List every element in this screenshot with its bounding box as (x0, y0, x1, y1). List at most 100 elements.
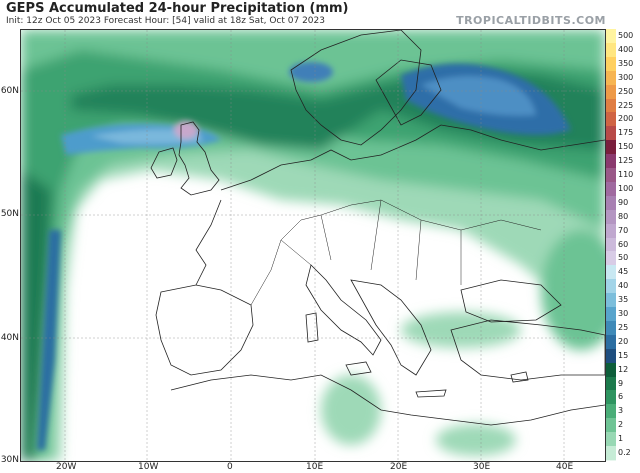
legend-swatch (606, 209, 616, 225)
lon-label-10e: 10E (306, 462, 324, 472)
legend-swatch (606, 195, 616, 211)
legend-swatch (606, 251, 616, 267)
legend-label: 110 (618, 170, 634, 180)
legend-entry: 175 (606, 126, 640, 142)
legend-swatch (606, 181, 616, 197)
legend-swatch (606, 29, 616, 44)
lon-label-20e: 20E (390, 462, 408, 472)
legend-entry: 15 (606, 348, 640, 364)
lon-label-0: 0 (227, 462, 233, 472)
legend-swatch (606, 390, 616, 406)
legend-label: 12 (618, 364, 629, 374)
legend-label: 350 (618, 58, 634, 68)
lat-label-60n: 60N (0, 86, 19, 96)
legend-label: 3 (618, 406, 624, 416)
legend-label: 60 (618, 239, 629, 249)
legend-label: 35 (618, 295, 629, 305)
lon-label-20w: 20W (56, 462, 77, 472)
legend-swatch (606, 140, 616, 156)
lon-label-10w: 10W (138, 462, 159, 472)
legend-entry: 150 (606, 140, 640, 156)
legend-entry: 250 (606, 84, 640, 100)
legend-entry: 25 (606, 320, 640, 336)
legend-entry: 100 (606, 181, 640, 197)
legend-swatch (606, 320, 616, 336)
legend-entry: 70 (606, 223, 640, 239)
legend-swatch (606, 84, 616, 100)
map-canvas (21, 30, 605, 461)
legend-label: 30 (618, 309, 629, 319)
legend-label: 175 (618, 128, 634, 138)
legend-entry: 500 (606, 29, 640, 44)
legend-entry: 3 (606, 404, 640, 420)
legend-swatch (606, 56, 616, 72)
legend-entry: 35 (606, 293, 640, 309)
legend-swatch (606, 418, 616, 434)
legend-entry: 6 (606, 390, 640, 406)
legend-entry: 200 (606, 112, 640, 128)
legend-swatch (606, 42, 616, 58)
legend-label: 9 (618, 378, 624, 388)
legend-label: 40 (618, 281, 629, 291)
legend-swatch (606, 404, 616, 420)
legend-swatch (606, 98, 616, 114)
lat-label-30n: 30N (0, 455, 19, 465)
legend-entry: 30 (606, 307, 640, 322)
legend-entry: 9 (606, 376, 640, 392)
legend-label: 500 (618, 31, 634, 40)
legend-swatch (606, 112, 616, 128)
legend-entry: 40 (606, 279, 640, 295)
legend-label: 15 (618, 350, 629, 360)
legend-entry: 300 (606, 70, 640, 86)
lat-label-40n: 40N (0, 333, 19, 343)
legend-swatch (606, 70, 616, 86)
legend-swatch (606, 293, 616, 309)
legend-entry: 50 (606, 251, 640, 267)
legend-swatch (606, 348, 616, 364)
legend-entry: 0.2 (606, 446, 640, 461)
legend-label: 250 (618, 86, 634, 96)
legend-entry: 12 (606, 362, 640, 378)
legend-label: 1 (618, 434, 624, 444)
legend-label: 20 (618, 336, 629, 346)
legend-swatch (606, 432, 616, 448)
legend-entry: 45 (606, 265, 640, 281)
lat-label-50n: 50N (0, 209, 19, 219)
lon-label-30e: 30E (473, 462, 491, 472)
legend-entry: 350 (606, 56, 640, 72)
legend-entry: 125 (606, 154, 640, 170)
legend-swatch (606, 223, 616, 239)
legend-label: 150 (618, 142, 634, 152)
legend-label: 225 (618, 100, 634, 110)
legend-swatch (606, 237, 616, 253)
legend-entry: 225 (606, 98, 640, 114)
legend-label: 25 (618, 322, 629, 332)
legend-entry: 1 (606, 432, 640, 448)
legend-swatch (606, 126, 616, 142)
legend-entry: 110 (606, 168, 640, 183)
legend-label: 6 (618, 392, 624, 402)
legend-swatch (606, 334, 616, 350)
legend-label: 125 (618, 156, 634, 166)
legend-label: 50 (618, 253, 629, 263)
legend-label: 80 (618, 211, 629, 221)
legend-swatch (606, 362, 616, 378)
legend-entry: 80 (606, 209, 640, 225)
map-subtitle: Init: 12z Oct 05 2023 Forecast Hour: [54… (6, 16, 325, 26)
lon-label-40e: 40E (556, 462, 574, 472)
legend-swatch (606, 279, 616, 295)
coastlines (150, 30, 605, 426)
legend-swatch (606, 265, 616, 281)
legend-entry: 20 (606, 334, 640, 350)
legend-label: 400 (618, 44, 634, 54)
graticule (21, 30, 605, 461)
legend-entry: 60 (606, 237, 640, 253)
precipitation-map (20, 29, 606, 462)
legend-label: 90 (618, 197, 629, 207)
legend-entry: 90 (606, 195, 640, 211)
legend-swatch (606, 307, 616, 322)
legend-label: 45 (618, 267, 629, 277)
legend-label: 100 (618, 183, 634, 193)
map-title: GEPS Accumulated 24-hour Precipitation (… (6, 1, 349, 16)
legend-swatch (606, 446, 616, 461)
